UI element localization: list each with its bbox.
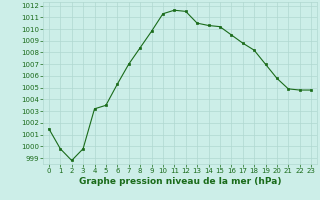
X-axis label: Graphe pression niveau de la mer (hPa): Graphe pression niveau de la mer (hPa) [79,177,281,186]
